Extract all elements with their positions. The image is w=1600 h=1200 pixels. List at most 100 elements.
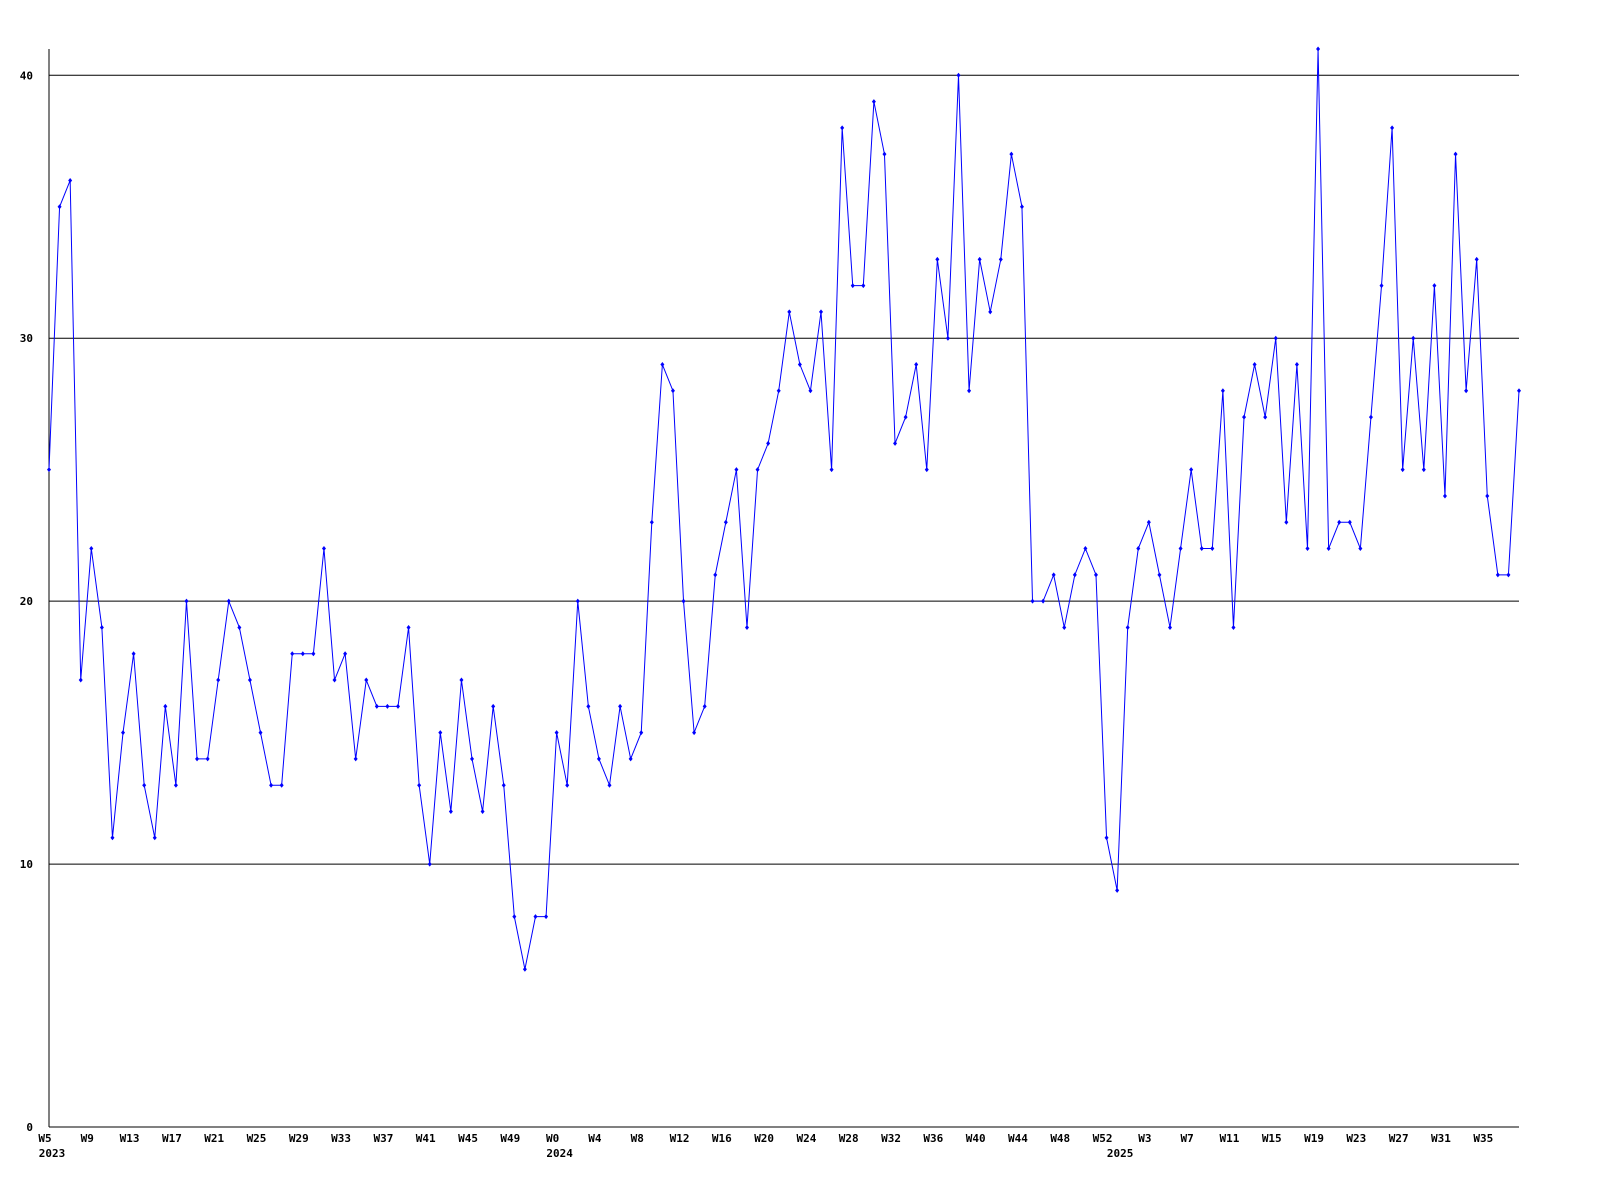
x-tick-label: W44	[1008, 1132, 1028, 1145]
x-tick-label: W40	[966, 1132, 986, 1145]
point-marker	[1125, 624, 1130, 630]
x-tick-label: W41	[416, 1132, 436, 1145]
point-marker	[734, 467, 739, 473]
point-marker	[237, 624, 242, 630]
point-marker	[1104, 835, 1109, 841]
point-marker	[1242, 414, 1247, 420]
point-marker	[1294, 362, 1299, 368]
y-tick-label: 20	[20, 595, 33, 608]
x-tick-label: W24	[797, 1132, 817, 1145]
point-marker	[459, 677, 464, 683]
x-tick-label: W45	[458, 1132, 478, 1145]
point-marker	[692, 730, 697, 736]
point-marker	[1009, 151, 1014, 157]
point-marker	[438, 730, 443, 736]
point-marker	[1495, 572, 1500, 578]
point-marker	[1041, 598, 1046, 604]
point-marker	[1178, 546, 1183, 552]
point-marker	[385, 703, 390, 709]
x-tick-label: W8	[631, 1132, 644, 1145]
point-marker	[89, 546, 94, 552]
x-tick-label: W31	[1431, 1132, 1451, 1145]
point-marker	[163, 703, 168, 709]
point-marker	[977, 256, 982, 262]
point-marker	[99, 624, 104, 630]
point-marker	[1517, 388, 1521, 394]
point-marker	[142, 782, 147, 788]
point-marker	[713, 572, 718, 578]
point-marker	[829, 467, 834, 473]
point-marker	[374, 703, 379, 709]
point-marker	[639, 730, 644, 736]
point-marker	[670, 388, 675, 394]
point-marker	[628, 756, 633, 762]
point-marker	[1368, 414, 1373, 420]
x-tick-label: W16	[712, 1132, 732, 1145]
point-marker	[332, 677, 337, 683]
point-marker	[840, 125, 845, 131]
point-marker	[491, 703, 496, 709]
point-marker	[1051, 572, 1056, 578]
point-marker	[522, 966, 527, 972]
x-tick-label: W27	[1389, 1132, 1409, 1145]
point-marker	[1411, 335, 1416, 341]
x-tick-label: W48	[1050, 1132, 1070, 1145]
point-marker	[1072, 572, 1077, 578]
point-marker	[808, 388, 813, 394]
x-tick-label: W15	[1262, 1132, 1282, 1145]
point-marker	[1442, 493, 1447, 499]
point-marker	[1189, 467, 1194, 473]
year-label: 2024	[546, 1147, 573, 1160]
point-marker	[702, 703, 707, 709]
point-marker	[1453, 151, 1458, 157]
point-marker	[1390, 125, 1395, 131]
point-marker	[184, 598, 189, 604]
point-marker	[343, 651, 348, 657]
x-tick-label: W25	[247, 1132, 267, 1145]
point-marker	[512, 914, 517, 920]
point-marker	[924, 467, 929, 473]
x-tick-label: W28	[839, 1132, 859, 1145]
point-marker	[1284, 519, 1289, 525]
point-marker	[596, 756, 601, 762]
x-tick-label: W5	[38, 1132, 51, 1145]
point-marker	[649, 519, 654, 525]
point-marker	[226, 598, 231, 604]
line	[48, 48, 1520, 970]
x-tick-label: W13	[120, 1132, 140, 1145]
x-tick-label: W20	[754, 1132, 774, 1145]
point-marker	[967, 388, 972, 394]
point-marker	[470, 756, 475, 762]
point-marker	[417, 782, 422, 788]
point-marker	[290, 651, 295, 657]
point-marker	[321, 546, 326, 552]
point-marker	[300, 651, 305, 657]
point-marker	[1464, 388, 1469, 394]
point-marker	[1347, 519, 1352, 525]
x-tick-label: W11	[1220, 1132, 1240, 1145]
y-tick-label: 30	[20, 332, 33, 345]
point-marker	[533, 914, 538, 920]
y-tick-label: 10	[20, 858, 33, 871]
point-marker	[1083, 546, 1088, 552]
point-marker	[945, 335, 950, 341]
point-marker	[871, 99, 876, 105]
point-marker	[1231, 624, 1236, 630]
point-marker	[850, 283, 855, 289]
point-marker	[173, 782, 178, 788]
point-marker	[766, 440, 771, 446]
point-marker	[1115, 887, 1120, 893]
point-marker	[861, 283, 866, 289]
point-marker	[935, 256, 940, 262]
point-marker	[554, 730, 559, 736]
x-tick-label: W17	[162, 1132, 182, 1145]
x-tick-label: W3	[1138, 1132, 1151, 1145]
point-marker	[544, 914, 549, 920]
point-marker	[1168, 624, 1173, 630]
point-marker	[1093, 572, 1098, 578]
point-marker	[988, 309, 993, 315]
point-marker	[1337, 519, 1342, 525]
point-marker	[1432, 283, 1437, 289]
point-marker	[1400, 467, 1405, 473]
